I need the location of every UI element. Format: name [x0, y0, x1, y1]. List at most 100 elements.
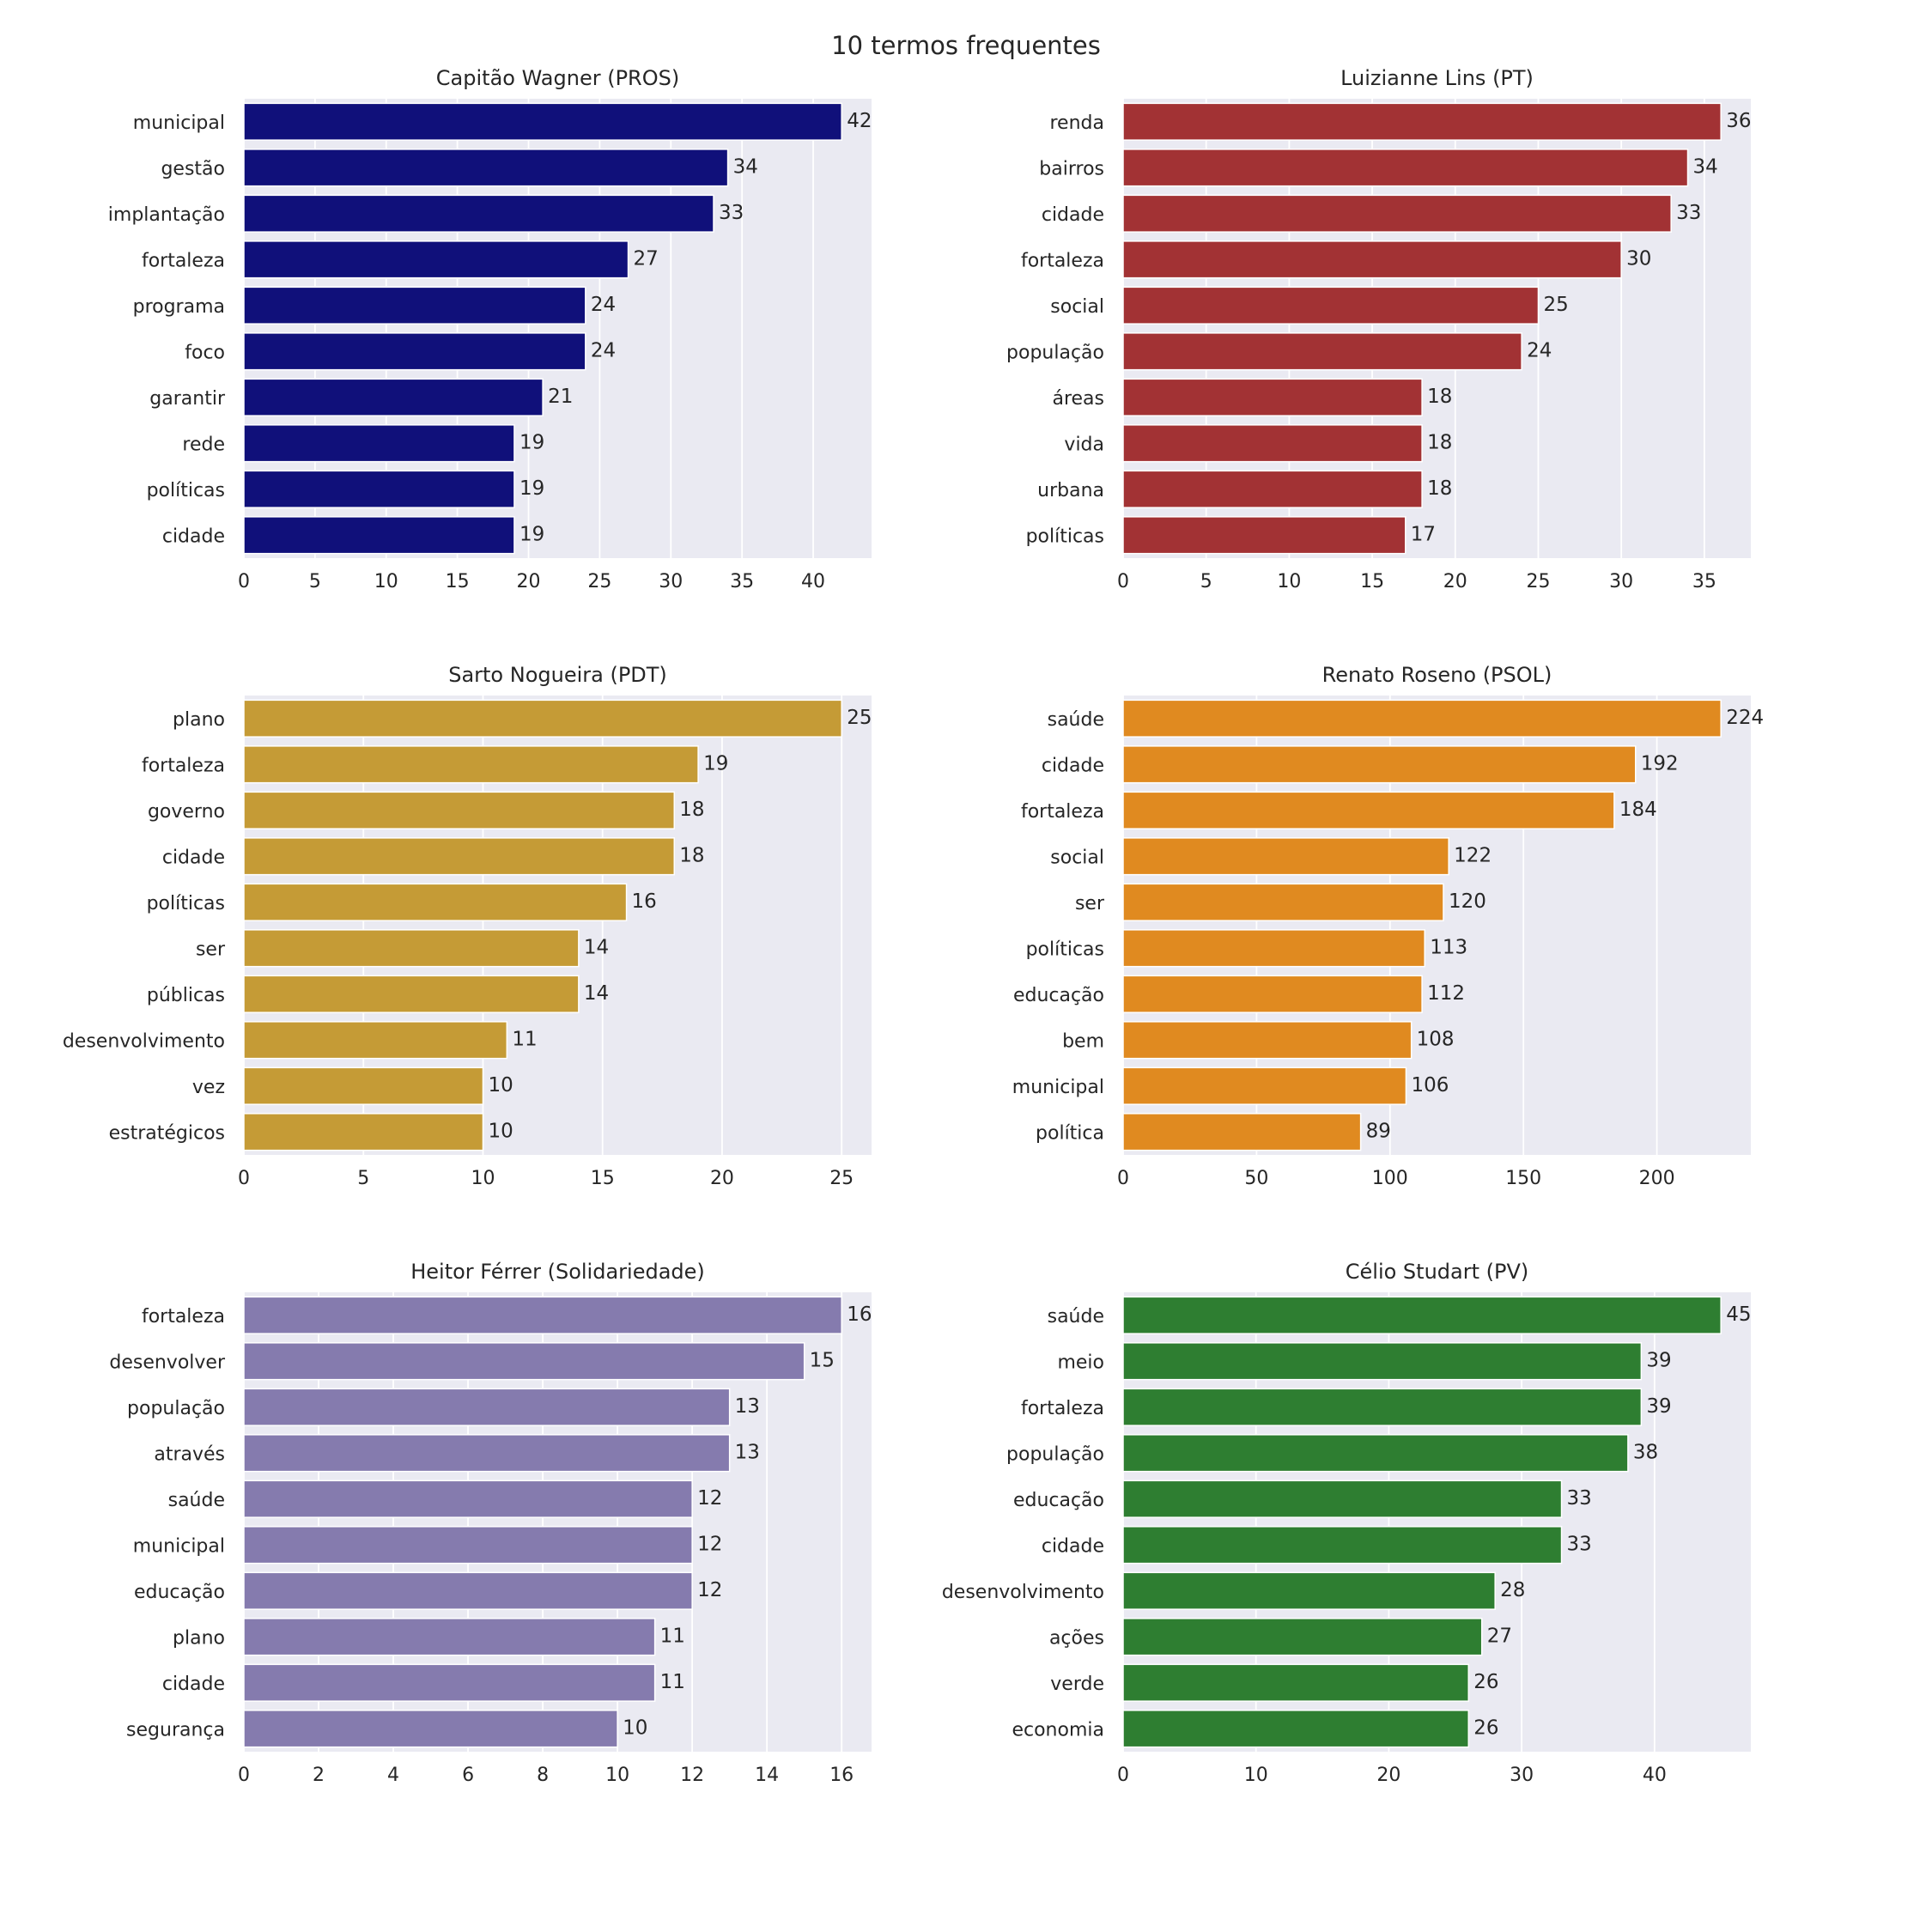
bar — [1122, 424, 1423, 463]
bar — [1122, 1021, 1413, 1060]
data-label: 12 — [697, 1487, 722, 1510]
y-tick-label: saúde — [168, 1490, 225, 1511]
y-tick-label: programa — [133, 296, 225, 318]
figure-title: 10 termos frequentes — [831, 31, 1101, 60]
data-label: 122 — [1454, 844, 1492, 866]
bar — [243, 1113, 484, 1151]
x-tick-label: 6 — [462, 1765, 474, 1786]
bar — [1122, 929, 1425, 968]
bar — [243, 1618, 656, 1656]
y-tick-label: estratégicos — [109, 1122, 225, 1144]
y-tick-label: públicas — [147, 985, 225, 1006]
bar — [243, 240, 629, 279]
bar — [243, 1526, 693, 1564]
y-tick-label: fortaleza — [1021, 1398, 1104, 1419]
bar — [1122, 1388, 1643, 1426]
bar — [243, 1434, 731, 1473]
x-tick-label: 40 — [801, 571, 825, 592]
y-tick-label: segurança — [126, 1719, 225, 1741]
y-tick-label: bairros — [1039, 158, 1104, 179]
bar — [243, 516, 515, 555]
x-tick-label: 10 — [605, 1765, 629, 1786]
subplot-4: 0 50 100 150 200 Renato Roseno (PSOL) saúde 224… — [1012, 663, 1764, 1189]
data-label: 13 — [735, 1395, 760, 1418]
x-tick-label: 0 — [238, 571, 250, 592]
y-tick-label: política — [1036, 1122, 1104, 1144]
x-tick-label: 4 — [387, 1765, 399, 1786]
y-tick-label: economia — [1012, 1719, 1104, 1741]
bar — [243, 424, 515, 463]
x-tick-label: 14 — [755, 1765, 779, 1786]
x-tick-label: 5 — [357, 1168, 369, 1189]
data-label: 33 — [1567, 1487, 1592, 1510]
x-tick-label: 15 — [591, 1168, 615, 1189]
x-tick-label: 5 — [1200, 571, 1212, 592]
data-label: 10 — [488, 1120, 513, 1142]
y-tick-label: ser — [196, 939, 226, 960]
y-tick-label: população — [1006, 342, 1104, 363]
data-label: 14 — [584, 982, 609, 1005]
subplot-title: Heitor Férrer (Solidariedade) — [410, 1260, 705, 1284]
bar — [243, 1663, 656, 1702]
x-tick-label: 0 — [1117, 1765, 1129, 1786]
bar — [243, 929, 580, 968]
bar — [243, 1296, 842, 1334]
data-label: 89 — [1366, 1120, 1391, 1142]
data-label: 14 — [584, 936, 609, 958]
bar — [1122, 1479, 1563, 1518]
y-tick-label: fortaleza — [1021, 250, 1104, 271]
bar — [243, 102, 842, 141]
x-tick-label: 10 — [1244, 1765, 1268, 1786]
y-tick-label: desenvolver — [109, 1352, 226, 1373]
data-label: 24 — [591, 339, 616, 361]
y-tick-label: população — [127, 1398, 225, 1419]
data-label: 112 — [1427, 982, 1465, 1005]
bar — [243, 1021, 508, 1060]
y-tick-label: garantir — [149, 388, 226, 410]
x-tick-label: 30 — [1609, 571, 1633, 592]
y-tick-label: desenvolvimento — [942, 1582, 1104, 1603]
data-label: 26 — [1473, 1716, 1498, 1739]
bar — [1122, 332, 1522, 371]
bar — [1122, 149, 1689, 187]
y-tick-label: políticas — [1026, 526, 1104, 547]
y-tick-label: políticas — [1026, 939, 1104, 960]
data-label: 11 — [660, 1671, 685, 1693]
data-label: 113 — [1430, 936, 1467, 958]
y-tick-label: social — [1050, 847, 1104, 868]
data-label: 36 — [1726, 110, 1751, 132]
y-tick-label: renda — [1050, 112, 1105, 134]
bar — [243, 286, 586, 325]
bar — [1122, 470, 1423, 508]
y-tick-label: cidade — [1042, 1535, 1104, 1557]
x-tick-label: 25 — [587, 571, 611, 592]
data-label: 19 — [519, 523, 544, 545]
subplot-6: 0 10 20 30 40 Célio Studart (PV) saúde 45 meio 39… — [942, 1260, 1752, 1786]
y-tick-label: foco — [185, 342, 225, 363]
bar — [1122, 745, 1637, 784]
x-tick-label: 5 — [309, 571, 321, 592]
data-label: 11 — [512, 1028, 537, 1050]
data-label: 42 — [847, 110, 872, 132]
x-tick-label: 15 — [446, 571, 470, 592]
subplot-title: Célio Studart (PV) — [1346, 1260, 1529, 1284]
data-label: 18 — [679, 844, 704, 866]
data-label: 39 — [1646, 1395, 1671, 1418]
y-tick-label: bem — [1062, 1030, 1104, 1052]
bar — [243, 332, 586, 371]
y-tick-label: municipal — [1012, 1077, 1104, 1098]
data-label: 25 — [1543, 294, 1568, 316]
data-label: 30 — [1626, 247, 1651, 270]
data-label: 38 — [1633, 1441, 1658, 1463]
data-label: 15 — [810, 1349, 835, 1371]
bar — [1122, 1113, 1362, 1151]
data-label: 18 — [1427, 477, 1452, 500]
x-tick-label: 30 — [1510, 1765, 1534, 1786]
data-label: 24 — [1527, 339, 1552, 361]
data-label: 13 — [735, 1441, 760, 1463]
y-tick-label: fortaleza — [142, 250, 225, 271]
y-tick-label: plano — [173, 1627, 225, 1649]
bar — [243, 149, 729, 187]
bar — [1122, 1618, 1483, 1656]
data-label: 18 — [1427, 386, 1452, 408]
